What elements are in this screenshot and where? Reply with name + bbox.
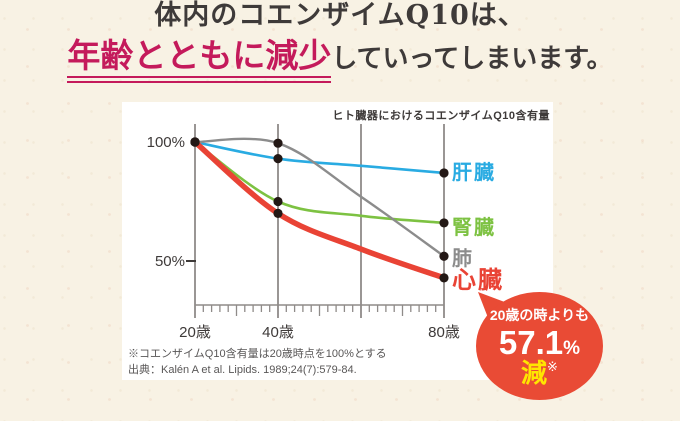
series-label-liver: 肝臓 [452,162,496,184]
heading-emphasis-underlined: 年齢とともに減少 [67,36,332,84]
badge-word-decrease: 減 [521,357,548,388]
x-axis-tick-80: 80歳 [428,324,460,341]
series-label-lung: 肺 [452,248,474,270]
badge-percent-unit: % [563,337,581,359]
footnote-source: 出典：Kalén A et al. Lipids. 1989;24(7):579… [128,364,357,376]
heading-line1: 体内のコエンザイムQ10は、 [154,0,526,31]
series-label-kidney: 腎臓 [452,217,496,239]
badge-circle: 20歳の時よりも 57.1% 減※ [476,292,603,400]
badge-word-row: 減※ [521,360,558,386]
badge-asterisk: ※ [547,358,558,374]
heading-line2: 年齢とともに減少していってしまいます。 [0,35,680,84]
chart-title: ヒト臓器におけるコエンザイムQ10含有量 [332,110,550,122]
series-label-heart: 心臓 [452,267,504,294]
footnote-definition: ※コエンザイムQ10含有量は20歳時点を100%とする [128,348,387,360]
y-axis-tick-100: 100% [146,134,185,151]
x-axis-tick-20: 20歳 [179,324,211,341]
badge-value-row: 57.1% [499,326,580,359]
badge-caption: 20歳の時よりも [489,307,590,324]
chart-panel: ヒト臓器におけるコエンザイムQ10含有量 100% 50% 20歳 40歳 80… [122,102,553,380]
badge-value: 57.1 [498,323,564,361]
page-heading: 体内のコエンザイムQ10は、 年齢とともに減少していってしまいます。 [0,0,680,84]
x-axis-tick-40: 40歳 [262,324,294,341]
decrease-badge: 20歳の時よりも 57.1% 減※ [470,286,610,411]
coq10-line-chart [186,124,449,318]
heading-tail: していってしまいます。 [331,44,613,75]
y-axis-tick-50: 50% [154,253,185,270]
